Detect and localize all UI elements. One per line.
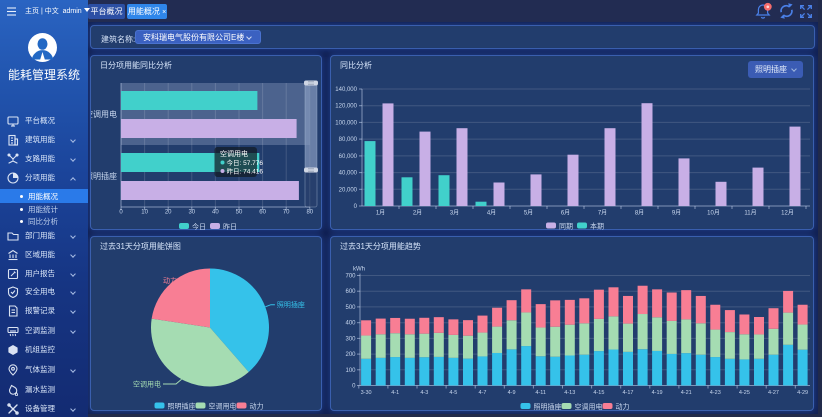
svg-text:4-7: 4-7 [479,390,487,396]
svg-text:30: 30 [188,210,195,216]
svg-text:4-17: 4-17 [622,390,633,396]
svg-text:120,000: 120,000 [335,104,357,110]
svg-text:昨日: 昨日 [223,222,237,231]
svg-text:4-25: 4-25 [739,390,750,396]
svg-text:4-11: 4-11 [535,390,546,396]
svg-text:700: 700 [345,274,356,280]
svg-text:50: 50 [236,210,243,216]
svg-text:140,000: 140,000 [335,87,357,93]
svg-text:5月: 5月 [524,210,533,217]
svg-text:今日: 57.776: 今日: 57.776 [227,158,264,167]
svg-text:照明插座: 照明插座 [277,300,305,309]
svg-text:动力: 动力 [616,402,630,411]
svg-text:60: 60 [259,210,266,216]
svg-text:4-9: 4-9 [508,390,516,396]
svg-text:4-3: 4-3 [420,390,428,396]
svg-text:空调用电: 空调用电 [209,402,237,411]
svg-text:8月: 8月 [635,210,644,217]
svg-text:200: 200 [345,352,356,358]
svg-text:100: 100 [345,368,356,374]
svg-text:1月: 1月 [376,210,385,217]
svg-text:80: 80 [306,210,313,216]
svg-text:昨日: 74.416: 昨日: 74.416 [227,167,264,176]
svg-text:空调用电: 空调用电 [575,402,603,411]
svg-text:kWh: kWh [353,267,365,273]
svg-text:11月: 11月 [744,210,756,217]
svg-text:4-21: 4-21 [681,390,692,396]
svg-text:3月: 3月 [450,210,459,217]
svg-text:70: 70 [283,210,290,216]
svg-text:空调用电: 空调用电 [220,149,248,158]
svg-text:10月: 10月 [707,210,720,217]
svg-text:今日: 今日 [192,222,206,231]
svg-text:60,000: 60,000 [339,154,358,160]
svg-text:80,000: 80,000 [339,137,358,143]
svg-text:40,000: 40,000 [339,171,358,177]
svg-text:4-29: 4-29 [797,390,808,396]
svg-text:12月: 12月 [781,210,794,217]
svg-text:6月: 6月 [561,210,570,217]
svg-text:4-27: 4-27 [768,390,779,396]
svg-text:本期: 本期 [590,222,604,231]
svg-text:4-13: 4-13 [564,390,575,396]
svg-text:7月: 7月 [598,210,607,217]
svg-text:4-19: 4-19 [652,390,663,396]
svg-text:20: 20 [165,210,172,216]
svg-text:3-30: 3-30 [361,390,372,396]
svg-text:空调用电: 空调用电 [133,380,161,389]
svg-text:4月: 4月 [487,210,496,217]
svg-text:2月: 2月 [413,210,422,217]
svg-text:4-1: 4-1 [391,390,399,396]
svg-text:动力: 动力 [163,276,177,285]
svg-text:4-5: 4-5 [449,390,457,396]
svg-text:4-15: 4-15 [593,390,604,396]
svg-text:照明插座: 照明插座 [91,171,117,181]
svg-text:20,000: 20,000 [339,187,358,193]
svg-text:100,000: 100,000 [335,120,357,126]
svg-text:400: 400 [345,321,356,327]
svg-text:照明插座: 照明插座 [534,402,562,411]
svg-text:500: 500 [345,305,356,311]
svg-text:同期: 同期 [559,223,573,231]
svg-text:600: 600 [345,289,356,295]
svg-text:空调用电: 空调用电 [91,109,117,119]
svg-text:照明插座: 照明插座 [168,402,196,411]
svg-text:动力: 动力 [250,402,264,411]
svg-text:10: 10 [141,210,148,216]
svg-text:40: 40 [212,210,219,216]
svg-text:0: 0 [119,210,123,216]
svg-text:0: 0 [354,204,358,210]
svg-text:300: 300 [345,336,356,342]
svg-text:9月: 9月 [672,210,681,217]
svg-text:0: 0 [352,384,356,390]
svg-text:4-23: 4-23 [710,390,721,396]
